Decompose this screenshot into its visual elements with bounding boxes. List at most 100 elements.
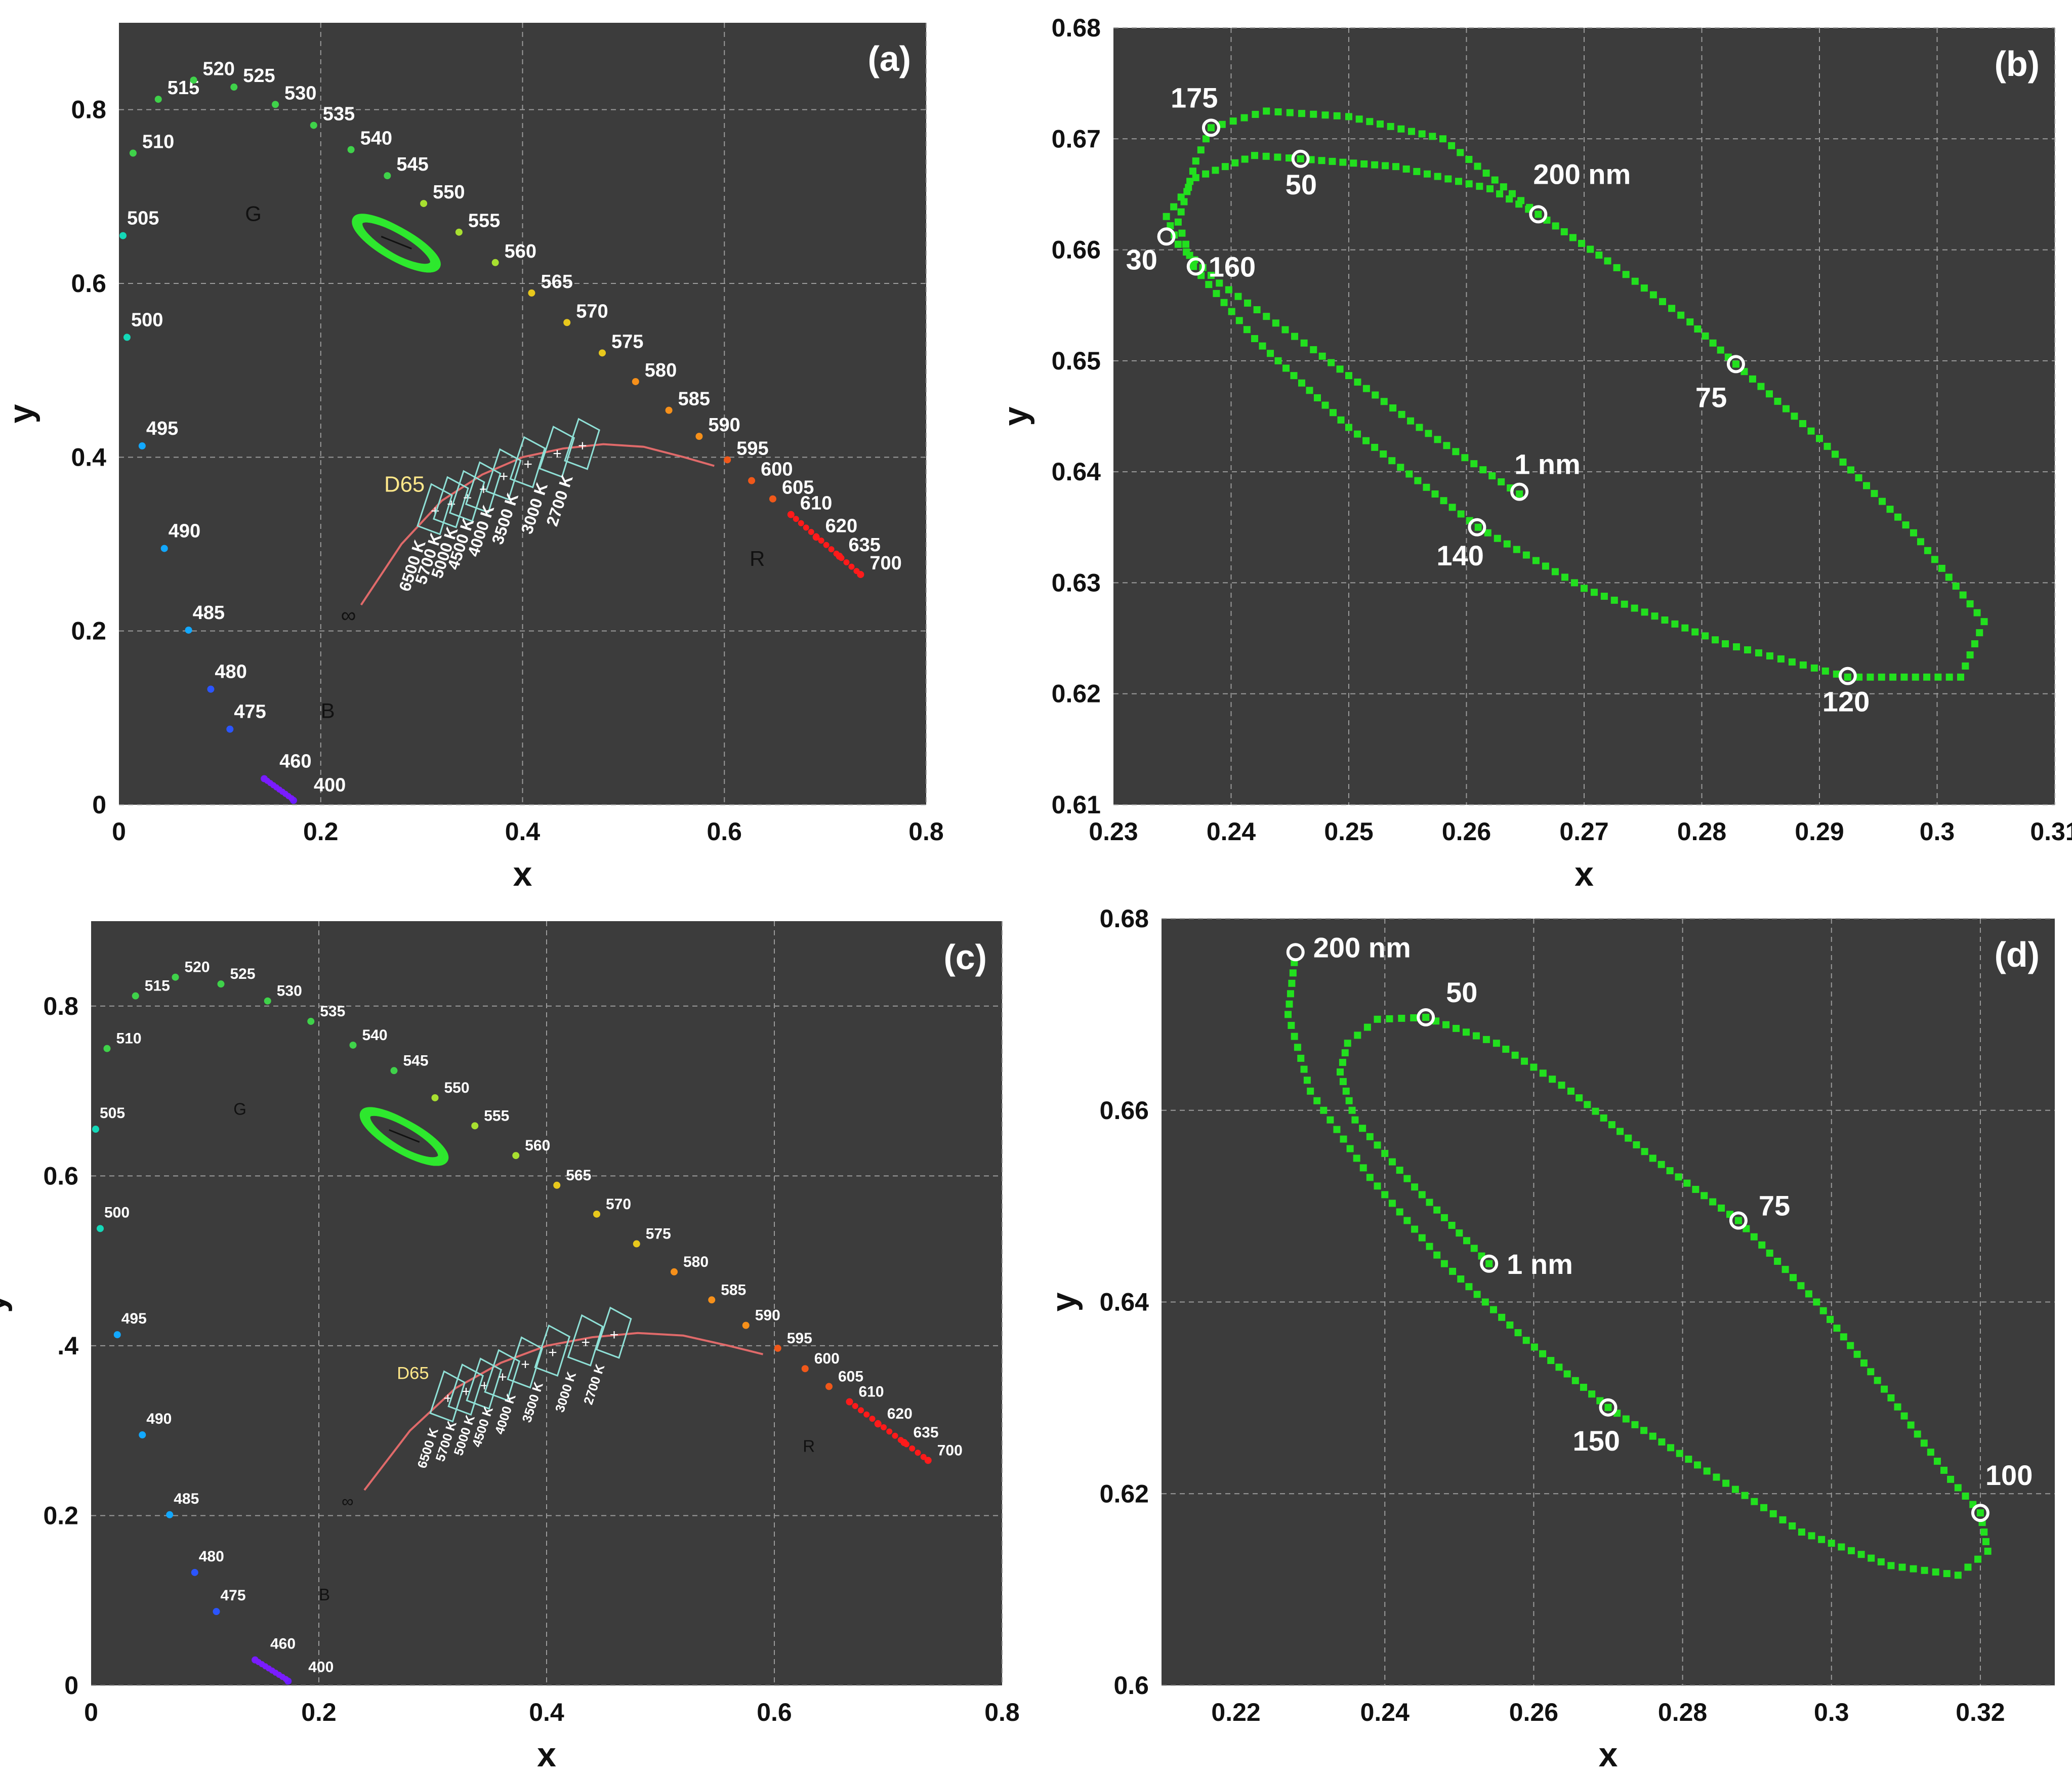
- d-trajectory-point: [1522, 1337, 1530, 1344]
- d-trajectory-point: [1502, 1046, 1510, 1053]
- c-y-tick-label: 0: [64, 1671, 78, 1700]
- d-trajectory-point: [1539, 1350, 1547, 1357]
- a-locus-point: [129, 149, 137, 157]
- d-trajectory-point: [1530, 1063, 1538, 1071]
- b-trajectory-point: [1900, 673, 1908, 681]
- panel-b: 0.23 0.24 0.25 0.26 0.27 0.28 0.29 0.3 0.31 0.61 0…: [997, 14, 2072, 893]
- b-trajectory-point: [1231, 159, 1239, 167]
- a-locus-point: [632, 378, 639, 385]
- c-locus-point: [774, 1344, 781, 1352]
- b-y-axis-label: y: [997, 406, 1035, 426]
- a-locus-red-dot: [848, 563, 855, 570]
- a-plot-area: [119, 23, 926, 805]
- b-trajectory-point: [1263, 313, 1270, 320]
- a-locus-point: [665, 406, 673, 414]
- d-trajectory-point: [1558, 1082, 1565, 1089]
- b-trajectory-point: [1423, 483, 1430, 491]
- d-trajectory-point: [1798, 1529, 1805, 1536]
- b-trajectory-point: [1310, 346, 1317, 353]
- c-y-tick-label: .4: [57, 1332, 78, 1360]
- d-trajectory-point: [1470, 1245, 1478, 1252]
- b-trajectory-point: [1382, 162, 1389, 170]
- b-trajectory-point: [1659, 298, 1666, 305]
- a-locus-red-dot: [813, 533, 819, 540]
- b-trajectory-point: [1263, 107, 1270, 115]
- d-trajectory-point: [1511, 1051, 1519, 1059]
- c-wavelength-label: 555: [484, 1107, 509, 1124]
- c-y-tick-label: 0.8: [43, 992, 78, 1020]
- d-trajectory-point: [1580, 1384, 1587, 1391]
- a-locus-point: [230, 84, 238, 91]
- d-trajectory-point: [1847, 1342, 1854, 1349]
- b-trajectory-point: [1491, 176, 1499, 184]
- a-locus-point: [138, 442, 146, 450]
- b-x-tick-label: 0.27: [1559, 817, 1608, 846]
- b-trajectory-point: [1434, 173, 1441, 180]
- b-y-tick-label: 0.65: [1052, 347, 1101, 375]
- b-trajectory-point: [1535, 211, 1542, 218]
- d-trajectory-point: [1514, 1329, 1522, 1337]
- b-trajectory-point: [1855, 673, 1863, 681]
- b-trajectory-point: [1243, 326, 1251, 334]
- c-cct-plus: +: [548, 1344, 557, 1361]
- d-trajectory-point: [1353, 1154, 1360, 1162]
- c-wavelength-label: 635: [914, 1424, 939, 1441]
- b-trajectory-point: [1183, 188, 1191, 195]
- d-trajectory-point: [1442, 1021, 1450, 1028]
- b-trajectory-point: [1516, 490, 1523, 498]
- b-trajectory-point: [1962, 662, 1969, 670]
- c-region-label: B: [319, 1585, 330, 1604]
- c-planckian-locus: [363, 1332, 763, 1491]
- c-x-axis-label: x: [537, 1736, 556, 1774]
- d-marker-label: 100: [1985, 1459, 2033, 1491]
- b-trajectory-point: [1413, 168, 1421, 175]
- b-trajectory-point: [1212, 167, 1219, 174]
- b-trajectory-point: [1651, 612, 1659, 620]
- d-trajectory-point: [1418, 1191, 1426, 1199]
- c-locus-point: [113, 1331, 121, 1339]
- b-trajectory-point: [1297, 155, 1304, 162]
- d-trajectory-point: [1947, 1475, 1955, 1483]
- d-trajectory-point: [1974, 1555, 1982, 1563]
- c-wavelength-label: 560: [525, 1137, 550, 1154]
- d-marker-label: 1 nm: [1507, 1248, 1573, 1280]
- b-trajectory-point: [1980, 618, 1988, 626]
- b-trajectory-point: [1405, 470, 1413, 478]
- b-trajectory-point: [1424, 170, 1431, 178]
- b-trajectory-point: [1702, 332, 1709, 340]
- b-trajectory-point: [1712, 636, 1719, 644]
- b-trajectory-point: [1668, 305, 1676, 312]
- b-trajectory-point: [1604, 257, 1611, 265]
- a-cct-box: [465, 461, 502, 514]
- b-trajectory-point: [1455, 178, 1462, 185]
- d-trajectory-point: [1766, 1249, 1773, 1257]
- d-trajectory-point: [1549, 1076, 1556, 1083]
- d-trajectory-point: [1333, 1126, 1341, 1133]
- d-trajectory-point: [1294, 1044, 1301, 1051]
- b-trajectory-point: [1182, 240, 1189, 248]
- b-trajectory-point: [1791, 412, 1798, 420]
- c-wavelength-label: 475: [221, 1587, 246, 1604]
- a-locus-point: [748, 477, 756, 484]
- a-cct-box: [564, 418, 600, 470]
- b-y-tick-label: 0.61: [1052, 791, 1101, 819]
- b-trajectory-point: [1448, 142, 1456, 149]
- d-trajectory-point: [1964, 1563, 1972, 1571]
- a-wavelength-label: 590: [708, 415, 740, 436]
- a-cct-box: [485, 448, 522, 501]
- d-trajectory-point: [1760, 1504, 1768, 1511]
- d-trajectory-point: [1448, 1222, 1456, 1229]
- d-trajectory-point: [1641, 1148, 1648, 1155]
- b-trajectory-point: [1244, 299, 1252, 307]
- b-trajectory-point: [1957, 673, 1964, 681]
- a-wavelength-label: 620: [825, 515, 857, 536]
- b-trajectory-point: [1542, 562, 1549, 570]
- d-trajectory-point: [1592, 1107, 1599, 1115]
- a-wavelength-label: 550: [433, 182, 465, 203]
- c-locus-red-dot: [858, 1407, 864, 1414]
- b-trajectory-point: [1220, 299, 1228, 306]
- d-trajectory-point: [1847, 1547, 1855, 1554]
- d-trajectory-point: [1907, 1421, 1915, 1429]
- b-trajectory-point: [1640, 284, 1648, 292]
- b-trajectory-point: [1318, 352, 1326, 360]
